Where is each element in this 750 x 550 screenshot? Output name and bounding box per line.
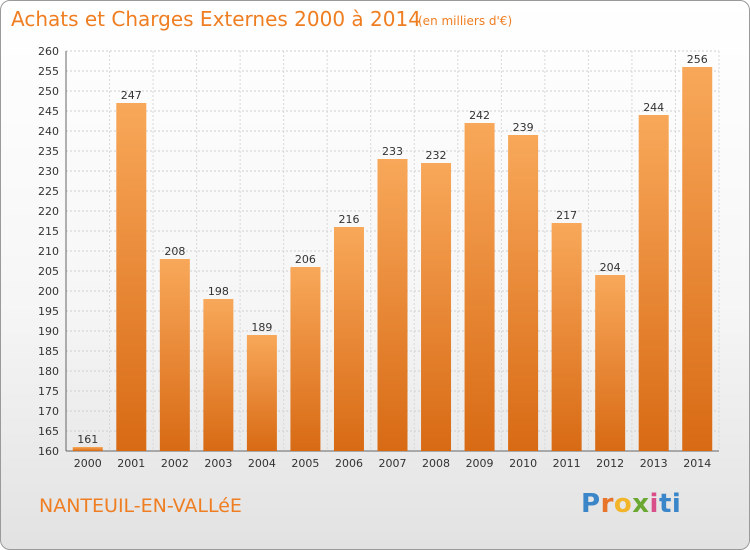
bar-2012 — [595, 275, 626, 451]
x-tick-label: 2007 — [379, 457, 407, 470]
bar-2008 — [421, 163, 452, 451]
chart-title: Achats et Charges Externes 2000 à 2014 — [11, 7, 421, 31]
bar-2001 — [116, 103, 147, 451]
bar-2010 — [508, 135, 539, 451]
value-label: 232 — [426, 149, 447, 162]
y-tick-label: 200 — [38, 285, 59, 298]
bar-2011 — [551, 223, 582, 451]
x-tick-label: 2006 — [335, 457, 363, 470]
value-label: 233 — [382, 145, 403, 158]
y-tick-label: 215 — [38, 225, 59, 238]
y-tick-label: 170 — [38, 405, 59, 418]
x-tick-label: 2001 — [117, 457, 145, 470]
bar-2007 — [377, 159, 408, 451]
x-tick-label: 2004 — [248, 457, 276, 470]
y-tick-label: 220 — [38, 205, 59, 218]
y-tick-label: 245 — [38, 105, 59, 118]
value-label: 189 — [251, 321, 272, 334]
bar-2009 — [464, 123, 495, 451]
value-label: 216 — [338, 213, 359, 226]
proxiti-logo[interactable]: Proxiti — [581, 489, 682, 519]
y-tick-label: 190 — [38, 325, 59, 338]
commune-name: NANTEUIL-EN-VALLéE — [39, 495, 242, 517]
value-label: 208 — [164, 245, 185, 258]
bar-2005 — [290, 267, 321, 451]
x-tick-label: 2014 — [683, 457, 711, 470]
y-tick-label: 230 — [38, 165, 59, 178]
x-tick-label: 2003 — [204, 457, 232, 470]
x-tick-label: 2009 — [466, 457, 494, 470]
y-tick-label: 235 — [38, 145, 59, 158]
value-label: 256 — [687, 53, 708, 66]
value-label: 161 — [77, 433, 98, 446]
bar-2014 — [682, 67, 713, 451]
y-tick-label: 260 — [38, 45, 59, 58]
x-tick-label: 2013 — [640, 457, 668, 470]
bar-2000 — [72, 447, 103, 451]
y-tick-label: 180 — [38, 365, 59, 378]
y-tick-label: 240 — [38, 125, 59, 138]
value-label: 239 — [513, 121, 534, 134]
x-tick-label: 2010 — [509, 457, 537, 470]
value-label: 247 — [121, 89, 142, 102]
y-tick-label: 160 — [38, 445, 59, 458]
y-tick-label: 185 — [38, 345, 59, 358]
x-tick-label: 2012 — [596, 457, 624, 470]
value-label: 204 — [600, 261, 621, 274]
bar-2003 — [203, 299, 234, 451]
chart-unit: (en milliers d'€) — [418, 14, 513, 28]
y-tick-label: 165 — [38, 425, 59, 438]
y-tick-label: 210 — [38, 245, 59, 258]
y-tick-label: 250 — [38, 85, 59, 98]
value-label: 198 — [208, 285, 229, 298]
value-label: 244 — [643, 101, 664, 114]
bar-2004 — [246, 335, 277, 451]
x-tick-label: 2008 — [422, 457, 450, 470]
y-tick-label: 255 — [38, 65, 59, 78]
y-tick-label: 175 — [38, 385, 59, 398]
x-tick-label: 2002 — [161, 457, 189, 470]
bar-2006 — [333, 227, 364, 451]
value-label: 242 — [469, 109, 490, 122]
value-label: 217 — [556, 209, 577, 222]
y-tick-label: 225 — [38, 185, 59, 198]
x-tick-label: 2005 — [291, 457, 319, 470]
y-tick-label: 195 — [38, 305, 59, 318]
x-tick-label: 2000 — [74, 457, 102, 470]
bar-2013 — [638, 115, 669, 451]
labels: 160 165 170 175 180 185 190 195 200 205 210 215 220 2… — [38, 45, 711, 470]
y-tick-label: 205 — [38, 265, 59, 278]
x-tick-label: 2011 — [553, 457, 581, 470]
bars — [72, 67, 713, 451]
value-label: 206 — [295, 253, 316, 266]
bar-2002 — [159, 259, 190, 451]
